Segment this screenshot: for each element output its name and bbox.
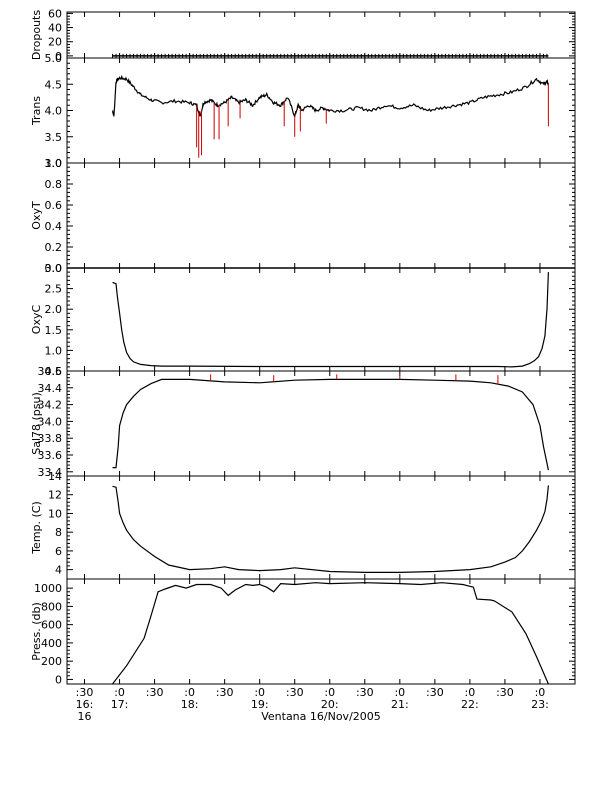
y-axis-label: OxyT bbox=[30, 201, 43, 230]
y-tick-label: 8 bbox=[55, 526, 62, 539]
x-hour-label: 22: bbox=[461, 698, 479, 711]
panel-frame bbox=[66, 11, 576, 59]
x-hour-label: 20: bbox=[321, 698, 339, 711]
y-tick-label: 3.0 bbox=[45, 157, 63, 170]
panel-4: 0.5 1.0 1.5 2.0 2.5 3.0 OxyC bbox=[30, 262, 576, 378]
x-tick-label: :0 bbox=[184, 686, 195, 699]
y-tick-label: 60 bbox=[48, 7, 62, 20]
x-hour-label: 23: bbox=[531, 698, 549, 711]
x-tick-label: :0 bbox=[324, 686, 335, 699]
x-axis-label: Ventana 16/Nov/2005 bbox=[261, 710, 381, 723]
y-tick-label: 4 bbox=[55, 564, 62, 577]
x-hour-label: 19: bbox=[251, 698, 269, 711]
y-tick-label: 20 bbox=[48, 36, 62, 49]
series-line-1 bbox=[112, 582, 549, 685]
y-tick-label: 10 bbox=[48, 507, 62, 520]
panel-frame bbox=[66, 370, 576, 477]
y-tick-label: 0.8 bbox=[45, 178, 63, 191]
series-line-1 bbox=[112, 485, 549, 573]
series-line-1 bbox=[112, 378, 549, 471]
x-hour-label: 17: bbox=[111, 698, 129, 711]
panel-frame bbox=[66, 267, 576, 372]
panel-7: 0 200 400 600 800 1000 Press. (db) bbox=[30, 578, 576, 686]
y-tick-label: 1000 bbox=[34, 582, 62, 595]
y-tick-label: 0.5 bbox=[45, 365, 63, 378]
y-tick-label: 2.5 bbox=[45, 283, 63, 296]
y-axis-label: Temp. (C) bbox=[30, 501, 43, 555]
x-tick-label: :30 bbox=[146, 686, 164, 699]
y-tick-label: 34.2 bbox=[38, 399, 63, 412]
series-line-1 bbox=[112, 74, 549, 118]
y-tick-label: 34.6 bbox=[38, 365, 63, 378]
y-tick-label: 33.6 bbox=[38, 449, 63, 462]
y-tick-label: 4.5 bbox=[45, 78, 63, 91]
y-axis-label: Dropouts bbox=[30, 10, 43, 60]
y-tick-label: 34.4 bbox=[38, 382, 63, 395]
y-tick-label: 1.0 bbox=[45, 157, 63, 170]
panel-3: 0.0 0.2 0.4 0.6 0.8 1.0 OxyT bbox=[30, 157, 576, 275]
y-tick-label: 0 bbox=[55, 50, 62, 63]
y-tick-label: 800 bbox=[41, 600, 62, 613]
y-tick-label: 6 bbox=[55, 545, 62, 558]
x-hour-label: 18: bbox=[181, 698, 199, 711]
x-hour-label: 16: bbox=[76, 698, 94, 711]
x-tick-label: :0 bbox=[114, 686, 125, 699]
y-tick-label: 3.5 bbox=[45, 131, 63, 144]
y-axis-label: Trans bbox=[30, 96, 43, 126]
y-tick-label: 0.0 bbox=[45, 262, 63, 275]
series-line-1 bbox=[112, 272, 549, 368]
x-tick-label: :30 bbox=[426, 686, 444, 699]
x-hour-label: 21: bbox=[391, 698, 409, 711]
x-day-label: 16 bbox=[78, 710, 92, 723]
y-tick-label: 200 bbox=[41, 655, 62, 668]
panel-frame bbox=[66, 57, 576, 164]
x-tick-label: :30 bbox=[356, 686, 374, 699]
y-axis-label: Sal78 (psu) bbox=[30, 392, 43, 455]
x-tick-label: :30 bbox=[286, 686, 304, 699]
y-tick-label: 14 bbox=[48, 470, 62, 483]
time-axis: :30 :0 :30 :0 :30 :0 :30 :0 :30 :0 :30 :0 :30 :0 16: 17… bbox=[76, 686, 549, 723]
y-tick-label: 33.4 bbox=[38, 466, 63, 479]
y-tick-label: 2.0 bbox=[45, 303, 63, 316]
y-axis-label: Press. (db) bbox=[30, 602, 43, 661]
x-tick-label: :0 bbox=[535, 686, 546, 699]
x-tick-label: :0 bbox=[465, 686, 476, 699]
y-tick-label: 0.2 bbox=[45, 241, 63, 254]
y-tick-label: 1.5 bbox=[45, 324, 63, 337]
y-tick-label: 34.0 bbox=[38, 415, 63, 428]
y-tick-label: 0 bbox=[55, 673, 62, 686]
x-tick-label: :30 bbox=[216, 686, 234, 699]
y-tick-label: 0.6 bbox=[45, 199, 63, 212]
y-tick-label: 0.4 bbox=[45, 220, 63, 233]
y-tick-label: 1.0 bbox=[45, 344, 63, 357]
x-tick-label: :0 bbox=[254, 686, 265, 699]
y-tick-label: 4.0 bbox=[45, 105, 63, 118]
y-tick-label: 40 bbox=[48, 22, 62, 35]
panel-frame bbox=[66, 578, 576, 685]
y-tick-label: 600 bbox=[41, 619, 62, 632]
x-tick-label: :0 bbox=[394, 686, 405, 699]
y-axis-label: OxyC bbox=[30, 305, 43, 335]
panel-5: 33.4 33.6 33.8 34.0 34.2 34.4 34.6 Sal78 (psu) bbox=[30, 365, 576, 479]
panel-frame bbox=[66, 162, 576, 269]
panel-2: 3.0 3.5 4.0 4.5 5.0 Trans bbox=[30, 52, 576, 170]
y-tick-label: 12 bbox=[48, 489, 62, 502]
y-tick-label: 400 bbox=[41, 637, 62, 650]
y-tick-label: 3.0 bbox=[45, 262, 63, 275]
panel-stack: 0204060Dropouts3.03.54.04.55.0Trans0.00.… bbox=[30, 7, 576, 686]
x-tick-label: :30 bbox=[496, 686, 514, 699]
x-tick-label: :30 bbox=[76, 686, 94, 699]
y-tick-label: 33.8 bbox=[38, 432, 63, 445]
y-tick-label: 5.0 bbox=[45, 52, 63, 65]
panel-6: 4 6 8 10 12 14 Temp. (C) bbox=[30, 470, 576, 580]
